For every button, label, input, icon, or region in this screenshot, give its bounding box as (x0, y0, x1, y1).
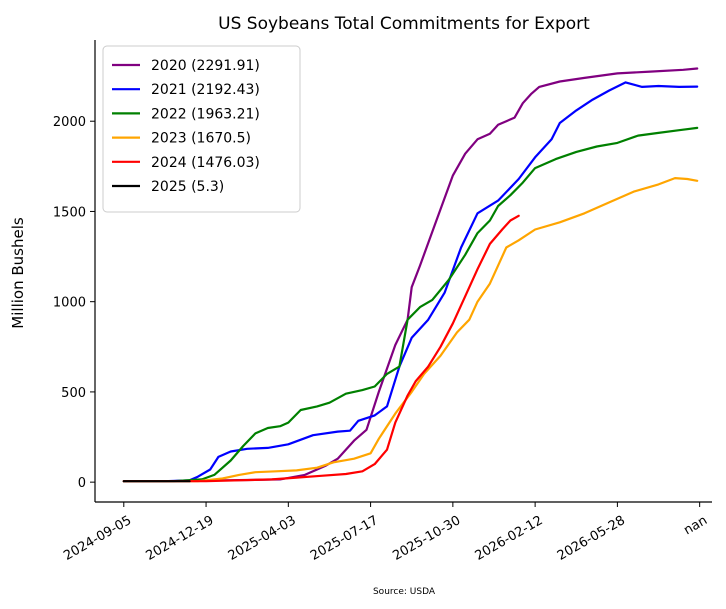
legend-box (102, 45, 301, 213)
y-tick-label: 2000 (53, 115, 86, 130)
legend-label: 2023 (1670.5) (151, 131, 251, 147)
legend-label: 2025 (5.3) (151, 179, 224, 195)
x-tick-label: 2025-04-03 (226, 513, 299, 564)
x-tick-label: 2025-10-30 (390, 513, 463, 564)
x-tick-label: nan (681, 513, 710, 538)
legend-label: 2020 (2291.91) (151, 58, 260, 74)
series-line-2 (122, 126, 699, 483)
series-line-1 (122, 81, 699, 483)
y-tick-label: 1500 (53, 205, 86, 220)
y-tick-label: 1000 (53, 296, 86, 311)
y-tick-label: 500 (61, 386, 86, 401)
chart-title: US Soybeans Total Commitments for Export (218, 14, 590, 34)
series-line-3 (122, 177, 699, 483)
y-tick-label: 0 (78, 476, 86, 491)
x-tick-label: 2026-05-28 (555, 513, 628, 564)
x-tick-label: 2025-07-17 (308, 513, 381, 564)
y-axis-label: Million Bushels (9, 217, 27, 329)
legend: 2020 (2291.91) 2021 (2192.43) 2022 (1963.2… (102, 45, 301, 213)
source-note: Source: USDA (373, 587, 436, 597)
legend-label: 2024 (1476.03) (151, 155, 260, 171)
x-tick-label: 2024-09-05 (61, 513, 134, 564)
legend-label: 2022 (1963.21) (151, 106, 260, 122)
series-group (122, 67, 699, 483)
legend-label: 2021 (2192.43) (151, 82, 260, 98)
x-tick-label: 2024-12-19 (144, 513, 217, 564)
x-tick-label: 2026-02-12 (473, 513, 546, 564)
series-line-4 (122, 214, 520, 483)
